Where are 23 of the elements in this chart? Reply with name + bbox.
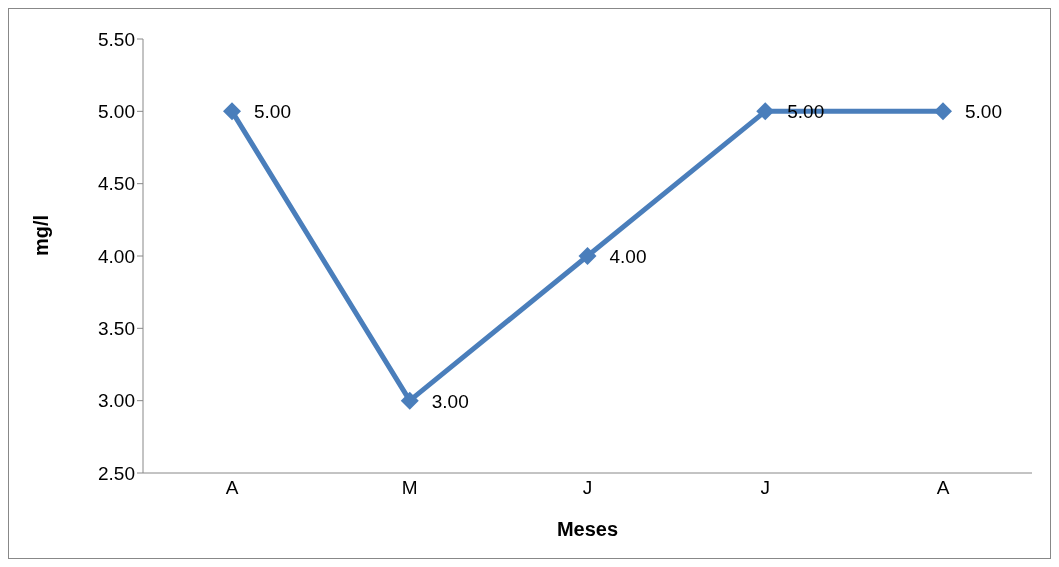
y-tick-label: 3.00	[98, 390, 135, 412]
point	[400, 391, 419, 410]
y-tick-label: 4.00	[98, 245, 135, 267]
point	[756, 102, 775, 121]
y-tick-label: 2.50	[98, 462, 135, 484]
y-tick-label: 3.50	[98, 318, 135, 340]
x-tick-label: J	[760, 477, 770, 499]
data-label: 5.00	[254, 101, 291, 123]
y-axis-title: mg/l	[30, 214, 53, 256]
x-axis-title: Meses	[556, 518, 619, 540]
y-tick-label: 5.00	[98, 101, 135, 123]
data-label: 5.00	[965, 101, 1002, 123]
y-tick-label: 5.50	[98, 28, 135, 50]
point	[934, 102, 952, 121]
x-tick-label: A	[936, 477, 950, 499]
point	[223, 102, 241, 121]
data-label: 3.00	[431, 390, 469, 412]
y-tick-label: 4.50	[98, 173, 135, 195]
point	[578, 247, 597, 265]
x-tick-label: J	[582, 477, 593, 499]
x-tick-label: A	[225, 477, 239, 499]
data-label: 4.00	[609, 246, 647, 267]
x-tick-label: M	[401, 477, 418, 499]
